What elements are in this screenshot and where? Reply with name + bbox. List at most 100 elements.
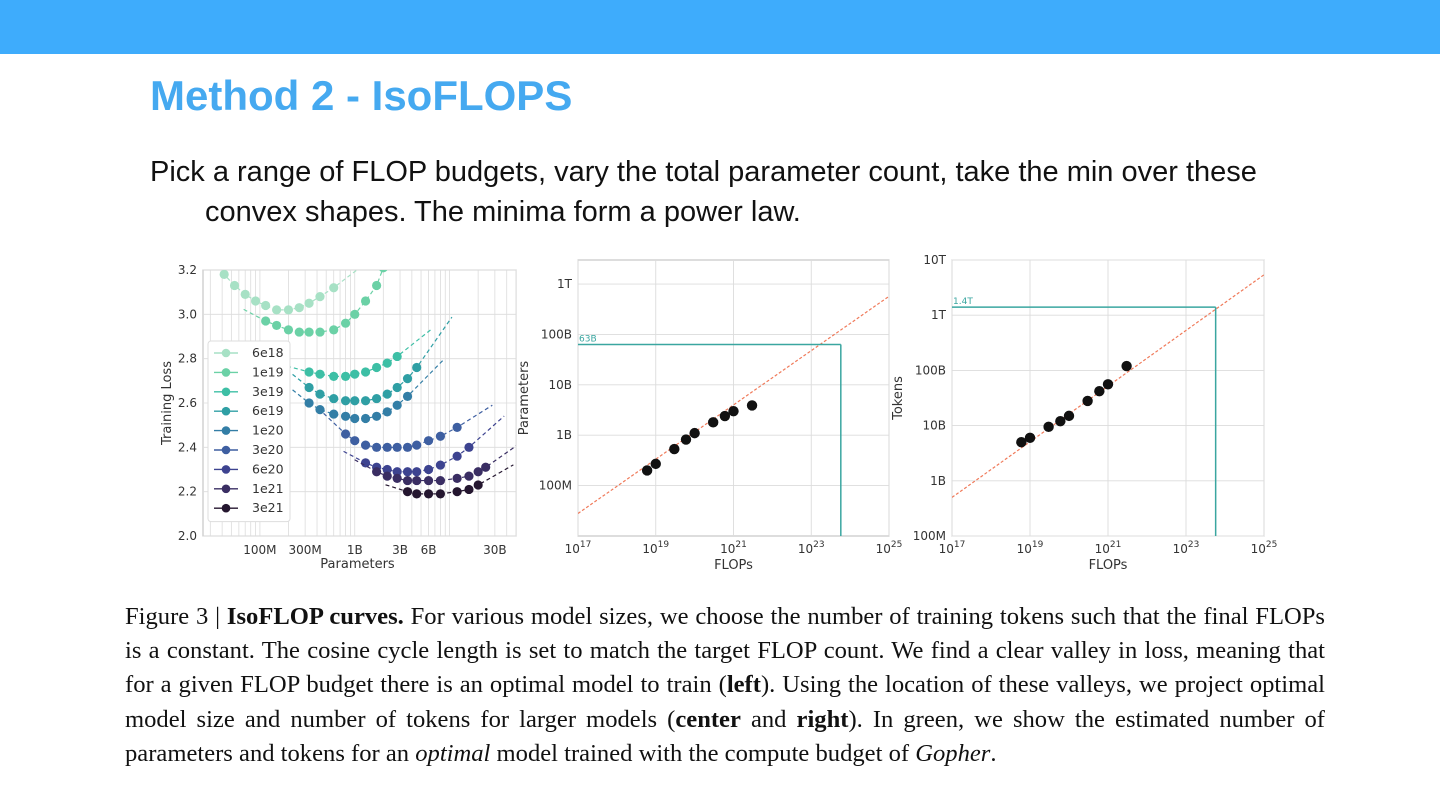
right-plot-group (952, 274, 1264, 536)
right-data-point (1055, 416, 1066, 427)
left-point-3e19 (372, 362, 382, 373)
center-chart: 1017 1019 1021 1023 1025 100M 1B 10B 100B 1T FLOPs… (517, 259, 902, 573)
left-point-6e18 (329, 283, 339, 293)
left-point-1e20 (382, 407, 392, 417)
right-x-tick-label: 1025 (1251, 540, 1278, 556)
left-point-1e19 (315, 327, 325, 337)
center-data-point (689, 427, 700, 439)
left-y-tick-label: 3.2 (178, 263, 197, 277)
caption-text-6: . (990, 739, 997, 767)
left-point-6e20 (402, 467, 413, 477)
left-point-1e21 (382, 471, 392, 481)
legend-label-3e19: 3e19 (252, 384, 284, 399)
left-point-1e21 (464, 471, 474, 481)
left-y-tick-label: 2.8 (178, 352, 197, 366)
center-y-tick-label: 100B (541, 327, 572, 341)
left-point-3e21 (402, 487, 413, 497)
center-plot-group (578, 295, 889, 536)
caption-text-2: ). Using the location of these valleys, … (125, 671, 1325, 733)
legend-marker-3e20 (221, 445, 231, 455)
left-point-3e20 (340, 429, 351, 439)
left-point-1e19 (294, 327, 304, 337)
legend-marker-3e19 (221, 387, 231, 397)
left-point-3e20 (372, 442, 382, 452)
figure-caption: Figure 3 | IsoFLOP curves. For various m… (125, 600, 1325, 771)
right-y-tick-label: 1B (930, 474, 946, 488)
legend-label-1e20: 1e20 (252, 423, 284, 438)
caption-fig-title: IsoFLOP curves. (226, 603, 404, 630)
left-point-3e21 (412, 489, 422, 499)
center-data-point (707, 417, 719, 428)
caption-left: left (726, 671, 761, 699)
left-point-1e21 (435, 475, 446, 486)
left-point-6e20 (452, 451, 462, 461)
center-x-tick-label: 1017 (565, 540, 592, 556)
left-point-6e20 (464, 442, 474, 452)
left-y-tick-label: 2.0 (178, 529, 197, 543)
center-x-tick-label: 1021 (720, 540, 747, 556)
left-point-1e19 (283, 325, 294, 335)
center-y-axis-label: Parameters (517, 361, 532, 436)
left-y-tick-label: 2.4 (178, 440, 197, 454)
right-chart: 1017 1019 1021 1023 1025 100M 1B 10B 100B 1T 10T FL… (891, 253, 1277, 573)
left-point-6e19 (360, 396, 371, 406)
left-point-6e18 (304, 298, 314, 308)
right-data-point (1102, 379, 1114, 390)
left-point-3e19 (360, 367, 371, 377)
center-data-point (669, 443, 680, 455)
right-data-point (1082, 395, 1093, 407)
legend-label-6e18: 6e18 (252, 345, 284, 360)
right-x-axis-label: FLOPs (1089, 558, 1128, 573)
left-point-1e20 (315, 405, 325, 415)
left-point-1e20 (304, 398, 314, 408)
left-point-3e19 (340, 371, 351, 381)
right-y-tick-label: 100M (913, 529, 946, 543)
right-data-point (1063, 410, 1075, 422)
left-x-tick-label: 6B (421, 543, 437, 557)
legend-marker-6e19 (221, 406, 231, 416)
caption-gopher: Gopher (915, 739, 991, 767)
center-x-tick-label: 1023 (798, 540, 825, 556)
left-point-6e20 (392, 467, 402, 477)
left-point-1e20 (402, 391, 413, 401)
left-y-tick-label: 3.0 (178, 307, 197, 321)
center-data-point (728, 405, 739, 417)
caption-text-3: and (740, 705, 797, 733)
left-point-1e21 (372, 467, 382, 477)
bullet-line-2: convex shapes. The minima form a power l… (205, 196, 801, 228)
left-point-6e20 (435, 460, 446, 470)
center-projection-label: 63B (579, 335, 597, 345)
left-point-1e20 (360, 413, 371, 424)
right-data-point (1094, 385, 1105, 397)
right-x-tick-label: 1019 (1017, 540, 1044, 556)
right-x-tick-label: 1021 (1095, 540, 1122, 556)
left-point-1e19 (360, 296, 371, 306)
legend-label-1e21: 1e21 (252, 481, 284, 496)
center-y-tick-label: 10B (548, 378, 572, 392)
left-point-6e19 (382, 389, 392, 399)
left-point-6e18 (272, 305, 282, 315)
left-point-1e21 (423, 475, 434, 486)
left-point-6e18 (250, 296, 261, 306)
left-point-6e18 (261, 300, 271, 311)
left-point-1e21 (481, 462, 491, 472)
center-data-point (650, 458, 661, 470)
left-point-3e20 (392, 442, 402, 452)
caption-text-4: ). In green, we show the estimated numbe… (125, 705, 1325, 767)
left-point-6e20 (412, 467, 422, 477)
caption-text-1: For various model sizes, we choose the n… (125, 603, 1325, 699)
left-point-1e21 (452, 473, 462, 483)
legend-label-6e20: 6e20 (252, 461, 284, 476)
left-x-tick-label: 100M (243, 543, 276, 557)
right-projection-label: 1.4T (953, 297, 973, 307)
left-point-6e19 (315, 389, 325, 399)
left-point-6e19 (372, 393, 382, 404)
left-point-3e20 (360, 440, 371, 450)
left-point-1e19 (304, 327, 314, 337)
left-y-tick-label: 2.6 (178, 396, 197, 410)
left-point-3e19 (382, 358, 392, 368)
legend-label-6e19: 6e19 (252, 403, 284, 418)
legend-marker-1e21 (221, 484, 231, 494)
legend-label-1e19: 1e19 (252, 364, 284, 379)
left-point-6e18 (283, 305, 294, 315)
